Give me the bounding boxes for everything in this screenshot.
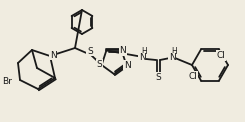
Text: N: N bbox=[169, 54, 175, 62]
Text: Cl: Cl bbox=[189, 72, 197, 81]
Text: H: H bbox=[171, 47, 177, 56]
Text: H: H bbox=[141, 47, 147, 56]
Text: N: N bbox=[139, 54, 145, 62]
Text: S: S bbox=[155, 72, 161, 81]
Text: S: S bbox=[97, 60, 102, 69]
Text: S: S bbox=[87, 46, 93, 56]
Text: N: N bbox=[50, 51, 56, 60]
Text: N: N bbox=[124, 61, 131, 70]
Text: N: N bbox=[119, 46, 126, 55]
Text: Cl: Cl bbox=[217, 51, 225, 60]
Text: Br: Br bbox=[2, 76, 12, 86]
